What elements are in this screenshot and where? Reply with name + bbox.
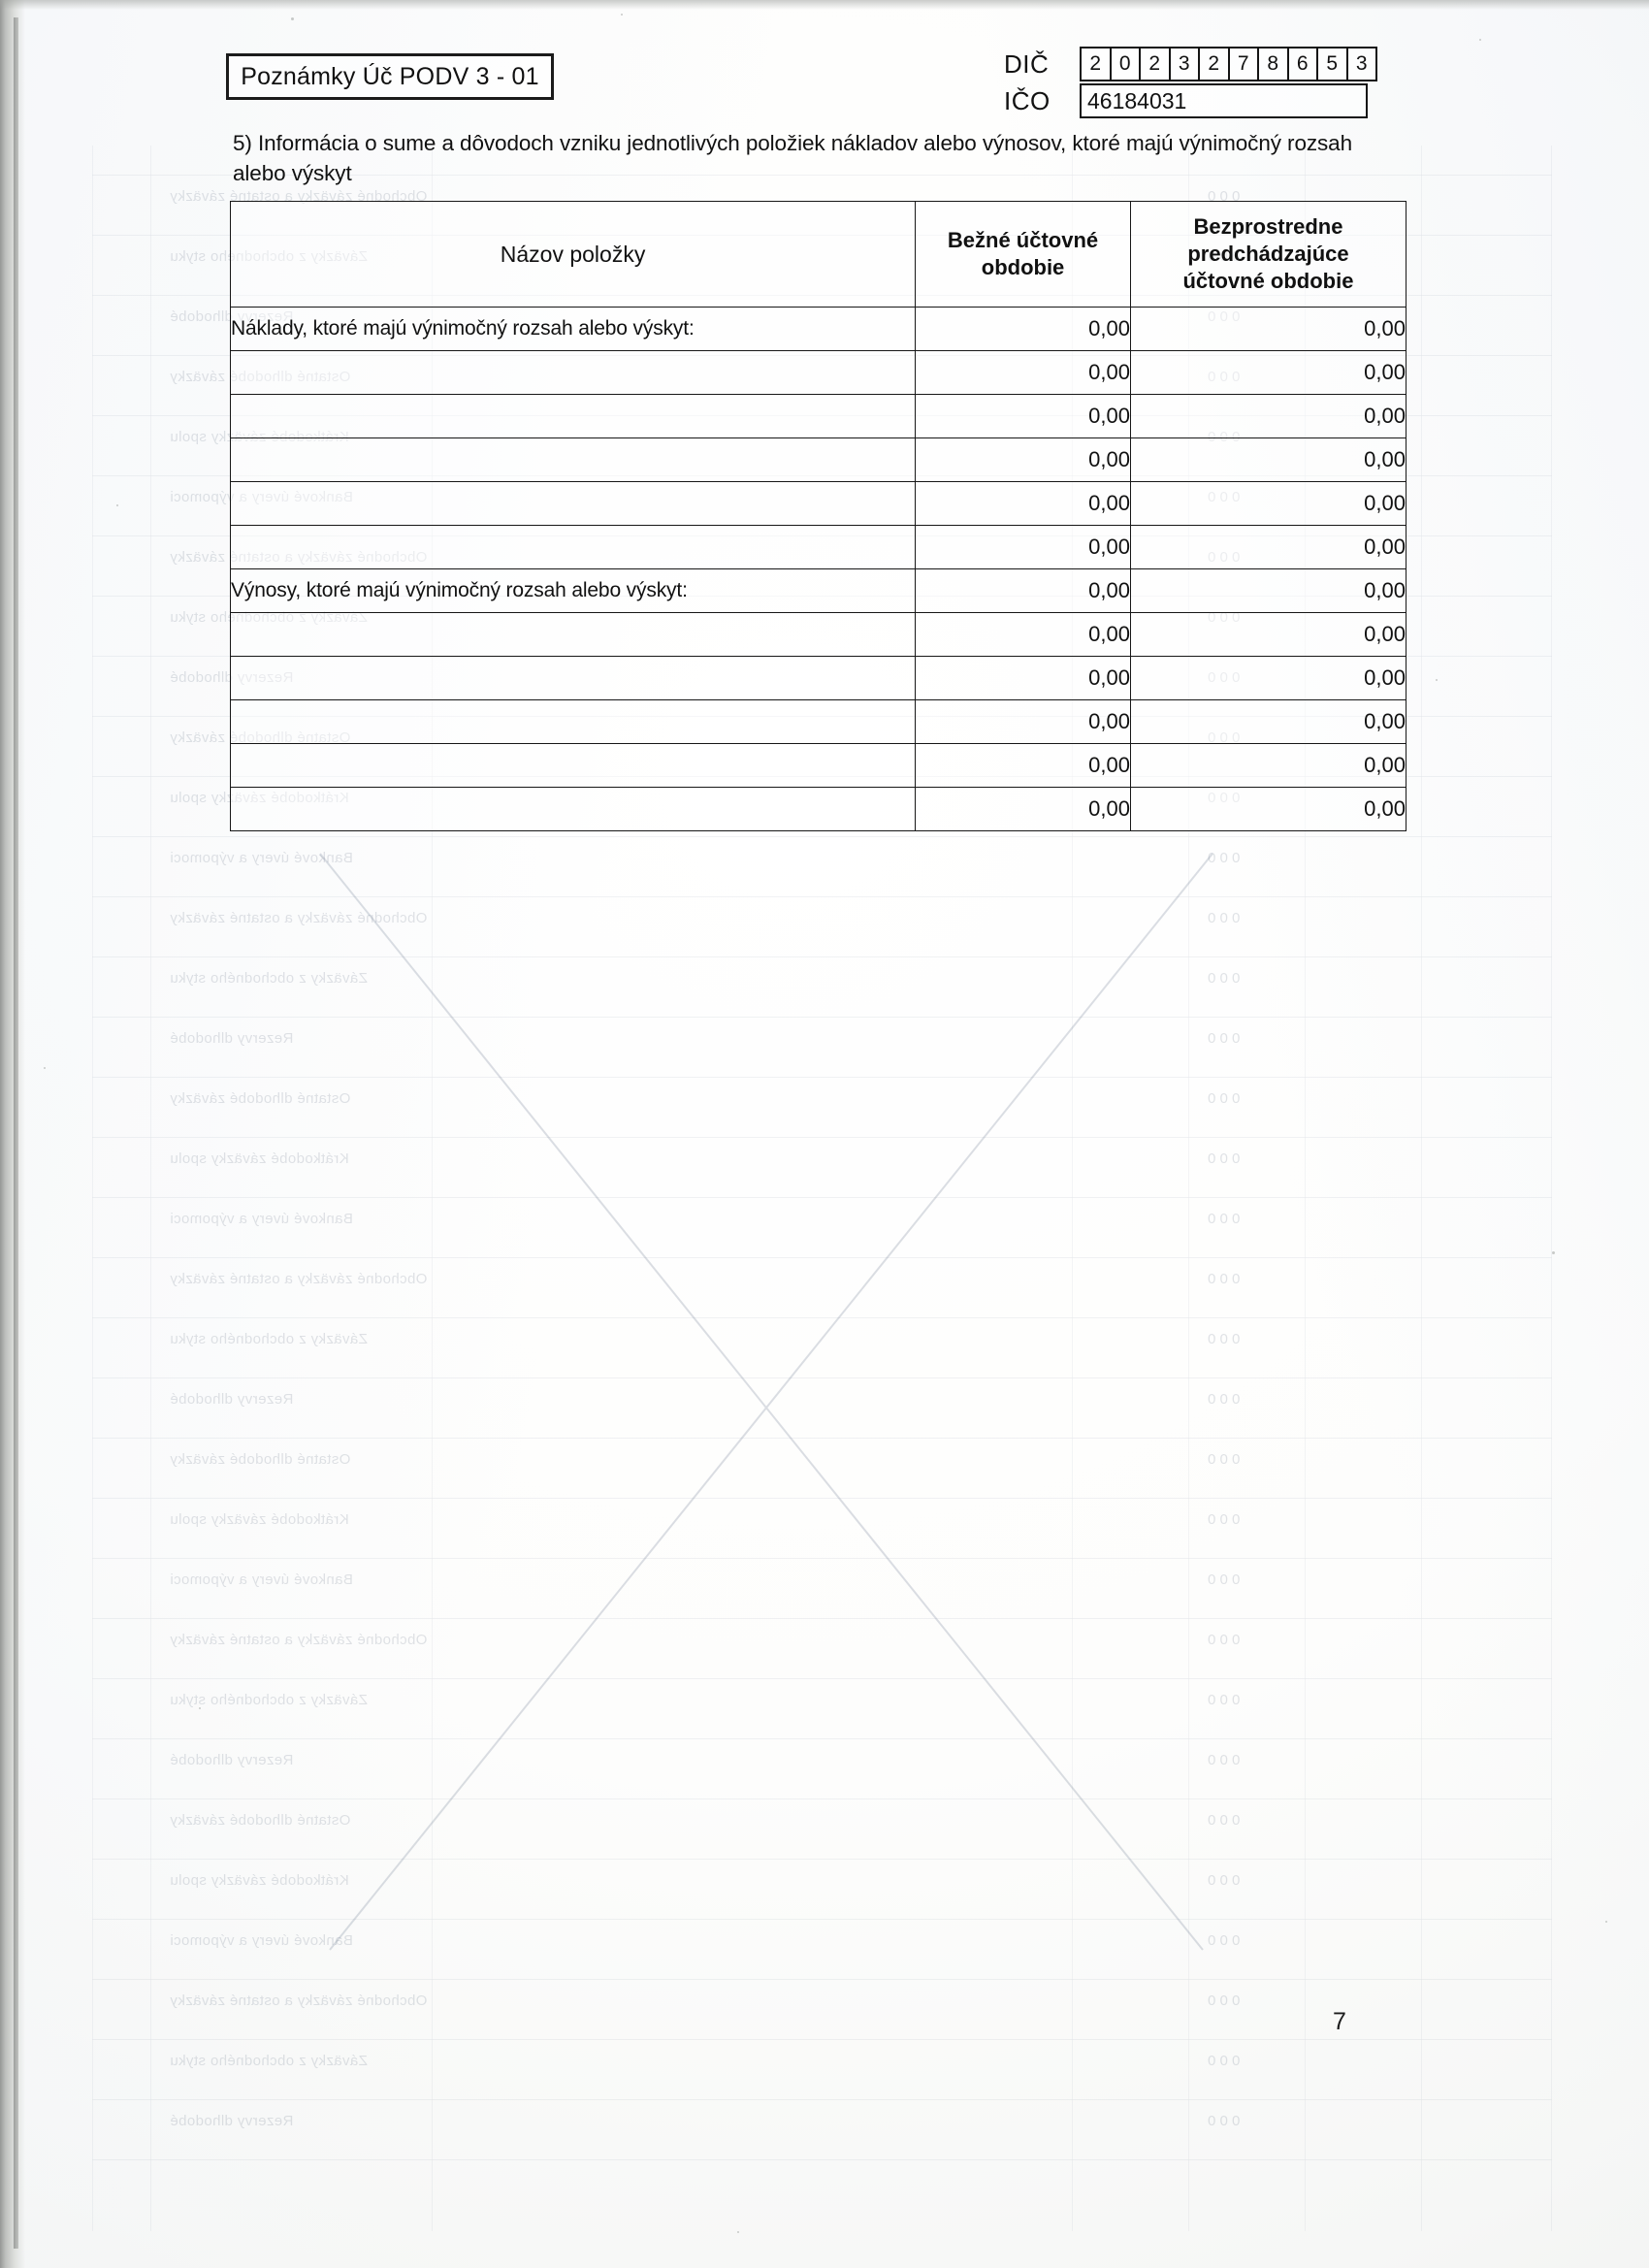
row-current-value-10[interactable]: 0,00 [915, 699, 1131, 744]
form-title-box: Poznámky Úč PODV 3 - 01 [226, 53, 554, 100]
row-current-value-2[interactable]: 0,00 [915, 350, 1131, 395]
row-current-value-3[interactable]: 0,00 [915, 394, 1131, 438]
table-row: 0,00 0,00 [229, 787, 1407, 831]
scan-speck-5 [199, 1707, 201, 1709]
row-label-1[interactable]: Náklady, ktoré majú výnimočný rozsah ale… [229, 307, 917, 351]
row-previous-value-8[interactable]: 0,00 [1129, 612, 1407, 657]
column-header-current-period: Bežné účtovné obdobie [915, 201, 1131, 308]
table-row: 0,00 0,00 [229, 481, 1407, 526]
dic-digit-cell-5[interactable]: 2 [1200, 49, 1230, 80]
dic-digit-cell-1[interactable]: 2 [1082, 49, 1112, 80]
dic-digit-cell-6[interactable]: 7 [1230, 49, 1259, 80]
ico-label: IČO [1004, 86, 1051, 115]
scanner-edge-line [14, 17, 18, 2249]
row-previous-value-11[interactable]: 0,00 [1129, 743, 1407, 788]
row-current-value-11[interactable]: 0,00 [915, 743, 1131, 788]
row-current-value-4[interactable]: 0,00 [915, 437, 1131, 482]
table-row: 0,00 0,00 [229, 525, 1407, 569]
scan-speck-9 [1436, 679, 1438, 681]
table-row: Náklady, ktoré majú výnimočný rozsah ale… [229, 307, 1407, 351]
form-title: Poznámky Úč PODV 3 - 01 [241, 62, 539, 90]
row-previous-value-3[interactable]: 0,00 [1129, 394, 1407, 438]
row-current-value-8[interactable]: 0,00 [915, 612, 1131, 657]
row-current-value-6[interactable]: 0,00 [915, 525, 1131, 569]
row-label-empty-3[interactable] [229, 394, 917, 438]
row-previous-value-6[interactable]: 0,00 [1129, 525, 1407, 569]
row-label-empty-9[interactable] [229, 656, 917, 700]
table-row: 0,00 0,00 [229, 437, 1407, 482]
row-previous-value-9[interactable]: 0,00 [1129, 656, 1407, 700]
page-number: 7 [1333, 2008, 1346, 2035]
dic-digit-cell-2[interactable]: 0 [1112, 49, 1141, 80]
row-previous-value-4[interactable]: 0,00 [1129, 437, 1407, 482]
row-previous-value-5[interactable]: 0,00 [1129, 481, 1407, 526]
column-header-previous-period: Bezprostredne predchádzajúce účtovné obd… [1129, 201, 1407, 308]
row-previous-value-1[interactable]: 0,00 [1129, 307, 1407, 351]
row-previous-value-12[interactable]: 0,00 [1129, 787, 1407, 831]
dic-label: DIČ [1004, 49, 1050, 79]
row-label-empty-5[interactable] [229, 481, 917, 526]
scan-speck-3 [116, 504, 118, 506]
ico-row: IČO 46184031 [1004, 83, 1377, 118]
scan-speck-8 [44, 1067, 46, 1069]
row-label-empty-11[interactable] [229, 743, 917, 788]
row-previous-value-7[interactable]: 0,00 [1129, 568, 1407, 613]
ico-value-field[interactable]: 46184031 [1080, 83, 1368, 118]
scan-speck-1 [621, 14, 623, 16]
scanner-edge-shadow [0, 0, 25, 2268]
row-label-empty-4[interactable] [229, 437, 917, 482]
row-current-value-7[interactable]: 0,00 [915, 568, 1131, 613]
scan-speck-4 [1552, 1251, 1555, 1254]
dic-digit-cell-4[interactable]: 3 [1171, 49, 1200, 80]
row-label-empty-10[interactable] [229, 699, 917, 744]
column-header-item-name: Názov položky [229, 201, 917, 308]
row-previous-value-10[interactable]: 0,00 [1129, 699, 1407, 744]
dic-digit-cell-9[interactable]: 5 [1318, 49, 1348, 80]
row-label-empty-12[interactable] [229, 787, 917, 831]
dic-digit-cell-3[interactable]: 2 [1141, 49, 1171, 80]
table-row: 0,00 0,00 [229, 612, 1407, 657]
table-row: 0,00 0,00 [229, 350, 1407, 395]
row-current-value-1[interactable]: 0,00 [915, 307, 1131, 351]
page-top-edge [0, 0, 1649, 10]
row-current-value-5[interactable]: 0,00 [915, 481, 1131, 526]
table-row: 0,00 0,00 [229, 656, 1407, 700]
table-body: Náklady, ktoré majú výnimočný rozsah ale… [229, 307, 1407, 831]
table-row: 0,00 0,00 [229, 743, 1407, 788]
scan-speck-7 [737, 2231, 739, 2233]
row-current-value-9[interactable]: 0,00 [915, 656, 1131, 700]
row-label-empty-2[interactable] [229, 350, 917, 395]
scan-speck-6 [1605, 1921, 1607, 1923]
row-label-empty-8[interactable] [229, 612, 917, 657]
dic-digit-cell-7[interactable]: 8 [1259, 49, 1289, 80]
row-current-value-12[interactable]: 0,00 [915, 787, 1131, 831]
table-row: Výnosy, ktoré majú výnimočný rozsah aleb… [229, 568, 1407, 613]
exceptional-items-table: Názov položky Bežné účtovné obdobie Bezp… [229, 201, 1407, 831]
scan-speck-2 [1479, 39, 1481, 41]
table-head: Názov položky Bežné účtovné obdobie Bezp… [229, 201, 1407, 308]
dic-digit-cell-8[interactable]: 6 [1289, 49, 1318, 80]
row-label-7[interactable]: Výnosy, ktoré majú výnimočný rozsah aleb… [229, 568, 917, 613]
table-row: 0,00 0,00 [229, 394, 1407, 438]
row-label-empty-6[interactable] [229, 525, 917, 569]
table-row: 0,00 0,00 [229, 699, 1407, 744]
table-header-row: Názov položky Bežné účtovné obdobie Bezp… [229, 201, 1407, 308]
section-heading: 5) Informácia o sume a dôvodoch vzniku j… [233, 131, 1352, 185]
scan-speck-0 [291, 17, 294, 20]
dic-digit-cell-10[interactable]: 3 [1355, 52, 1368, 75]
row-previous-value-2[interactable]: 0,00 [1129, 350, 1407, 395]
